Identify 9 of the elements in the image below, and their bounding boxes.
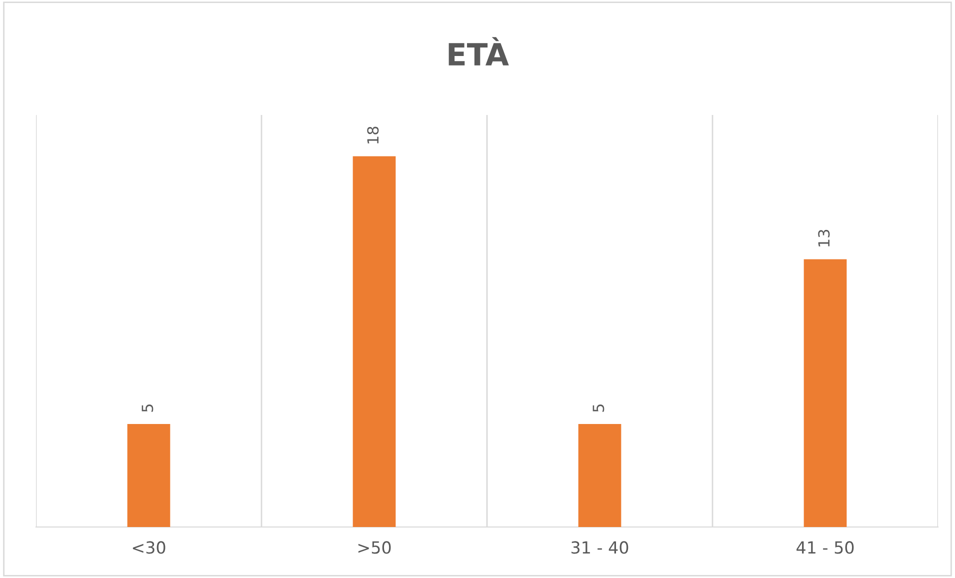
data-label: 5 [592,404,604,412]
x-tick-label: >50 [358,541,391,554]
data-label: 13 [818,230,830,246]
x-tick-label: 41 - 50 [796,541,854,554]
x-tick-label: 31 - 40 [572,541,628,554]
data-label: 18 [367,126,379,144]
chart-title: ETÀ [448,37,509,66]
data-label: 5 [142,404,154,412]
x-tick-label: <30 [132,541,166,554]
